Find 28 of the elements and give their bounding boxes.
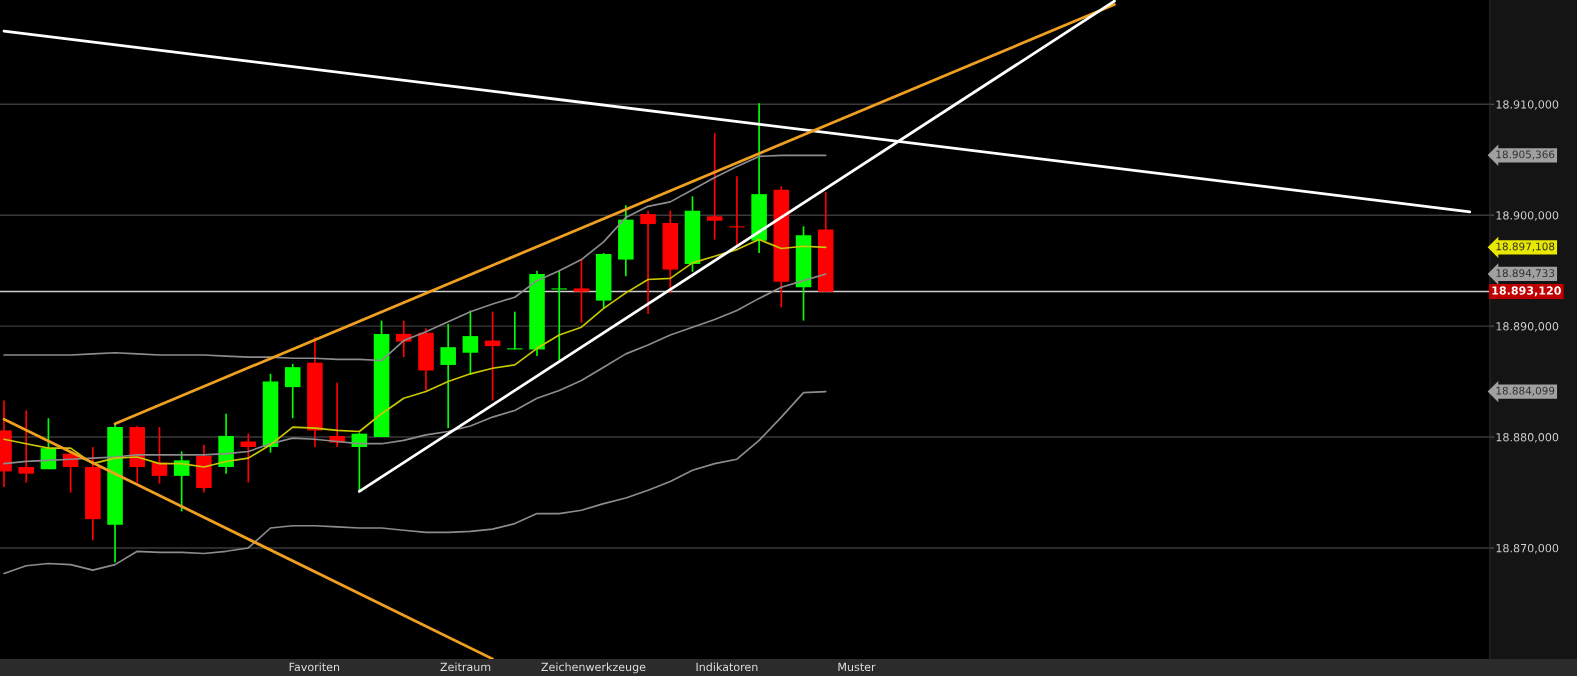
- text: 18.897,108: [1496, 242, 1555, 252]
- candlestick: [573, 258, 590, 324]
- candlestick: [18, 409, 34, 484]
- ref-line-label: 18.893,120: [1492, 286, 1561, 297]
- candlestick: [440, 323, 456, 430]
- candlestick: [240, 432, 257, 484]
- candlestick: [640, 209, 656, 315]
- text: Favoriten: [289, 662, 340, 672]
- text: Zeitraum: [440, 662, 491, 672]
- y-tick-label: 18.910,000: [1496, 100, 1559, 110]
- text: 18.894,733: [1496, 269, 1555, 279]
- candlestick: [395, 319, 412, 359]
- text: Muster: [838, 662, 876, 672]
- text: Zeichenwerkzeuge: [541, 662, 646, 674]
- candlestick: [729, 175, 745, 248]
- text: 18.905,366: [1496, 150, 1555, 160]
- y-tick-label: 18.890,000: [1496, 322, 1559, 332]
- text: 18.884,099: [1496, 386, 1555, 396]
- y-tick-label: 18.870,000: [1496, 543, 1559, 554]
- line-series: [3, 154, 827, 362]
- y-tick-label: 18.880,000: [1496, 433, 1559, 443]
- candlestick: [706, 132, 723, 241]
- candlestick: [284, 363, 301, 420]
- candlestick: [507, 310, 523, 351]
- candlestick: [551, 269, 567, 362]
- line-series: [3, 390, 827, 575]
- y-tick-label: 18.900,000: [1496, 211, 1559, 221]
- text: Indikatoren: [696, 662, 758, 672]
